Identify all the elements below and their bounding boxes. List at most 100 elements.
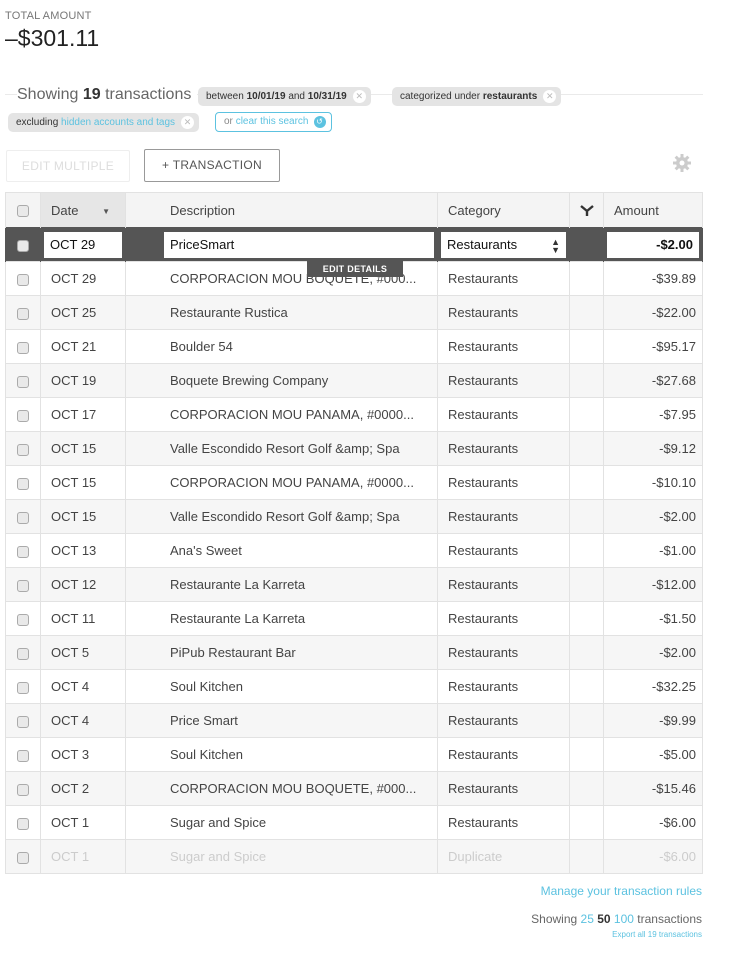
row-checkbox[interactable]: [5, 465, 41, 500]
table-row[interactable]: OCT 19 Boquete Brewing Company Restaurants…: [5, 363, 703, 398]
editing-row[interactable]: OCT 29 PriceSmart Restaurants ▲ ▼ -$2.00: [5, 227, 703, 262]
exclusion-chip[interactable]: excluding hidden accounts and tags ✕: [8, 113, 200, 132]
checkbox[interactable]: [17, 749, 29, 762]
edit-multiple-button[interactable]: EDIT MULTIPLE: [6, 150, 130, 182]
amount-column-header[interactable]: Amount: [603, 192, 703, 228]
table-row[interactable]: OCT 5 PiPub Restaurant Bar Restaurants -$2.…: [5, 635, 703, 670]
category-cell[interactable]: Restaurants: [437, 295, 570, 330]
row-checkbox[interactable]: [5, 839, 41, 874]
table-row[interactable]: OCT 15 Valle Escondido Resort Golf &amp; …: [5, 431, 703, 466]
table-row[interactable]: OCT 1 Sugar and Spice Restaurants -$6.00: [5, 805, 703, 840]
category-cell[interactable]: Restaurants: [437, 329, 570, 364]
amount-input[interactable]: -$2.00: [607, 231, 699, 258]
category-cell[interactable]: Restaurants: [437, 669, 570, 704]
checkbox[interactable]: [17, 273, 29, 286]
edit-details-tooltip[interactable]: EDIT DETAILS: [307, 261, 403, 277]
checkbox[interactable]: [17, 715, 29, 728]
category-cell[interactable]: Restaurants: [437, 499, 570, 534]
checkbox[interactable]: [17, 681, 29, 694]
date-edit-cell[interactable]: OCT 29: [40, 227, 126, 262]
export-link[interactable]: Export all 19 transactions: [612, 930, 702, 939]
table-row[interactable]: OCT 25 Restaurante Rustica Restaurants -$22…: [5, 295, 703, 330]
date-range-chip[interactable]: between 10/01/19 and 10/31/19 ✕: [198, 87, 371, 106]
checkbox[interactable]: [17, 443, 29, 456]
row-checkbox[interactable]: [5, 601, 41, 636]
add-transaction-button[interactable]: + TRANSACTION: [144, 149, 280, 182]
table-row[interactable]: OCT 15 Valle Escondido Resort Golf &amp; …: [5, 499, 703, 534]
category-cell[interactable]: Duplicate: [437, 839, 570, 874]
checkbox[interactable]: [17, 341, 29, 354]
category-cell[interactable]: Restaurants: [437, 601, 570, 636]
category-cell[interactable]: Restaurants: [437, 431, 570, 466]
description-edit-cell[interactable]: PriceSmart: [125, 227, 438, 262]
checkbox[interactable]: [17, 613, 29, 626]
clear-search-icon[interactable]: ↺: [313, 116, 326, 128]
select-all-checkbox[interactable]: [5, 192, 41, 228]
table-row[interactable]: OCT 29 CORPORACION MOU BOQUETE, #000... Re…: [5, 261, 703, 296]
category-column-header[interactable]: Category: [437, 192, 570, 228]
row-checkbox[interactable]: [5, 227, 41, 262]
table-row[interactable]: OCT 4 Price Smart Restaurants -$9.99: [5, 703, 703, 738]
row-checkbox[interactable]: [5, 635, 41, 670]
checkbox[interactable]: [17, 307, 29, 320]
split-column-header[interactable]: [569, 192, 604, 228]
date-input[interactable]: OCT 29: [44, 231, 122, 258]
table-row[interactable]: OCT 21 Boulder 54 Restaurants -$95.17: [5, 329, 703, 364]
row-checkbox[interactable]: [5, 431, 41, 466]
row-checkbox[interactable]: [5, 261, 41, 296]
checkbox[interactable]: [17, 375, 29, 388]
description-column-header[interactable]: Description: [125, 192, 438, 228]
row-checkbox[interactable]: [5, 499, 41, 534]
checkbox[interactable]: [17, 511, 29, 524]
row-checkbox[interactable]: [5, 567, 41, 602]
row-checkbox[interactable]: [5, 363, 41, 398]
table-row[interactable]: OCT 11 Restaurante La Karreta Restaurants -…: [5, 601, 703, 636]
category-cell[interactable]: Restaurants: [437, 771, 570, 806]
checkbox[interactable]: [17, 851, 29, 864]
table-row[interactable]: OCT 2 CORPORACION MOU BOQUETE, #000... Res…: [5, 771, 703, 806]
table-row[interactable]: OCT 15 CORPORACION MOU PANAMA, #0000... Re…: [5, 465, 703, 500]
checkbox[interactable]: [17, 647, 29, 660]
category-edit-cell[interactable]: Restaurants ▲ ▼: [437, 227, 570, 262]
category-cell[interactable]: Restaurants: [437, 567, 570, 602]
category-cell[interactable]: Restaurants: [437, 533, 570, 568]
remove-chip-icon[interactable]: ✕: [543, 90, 557, 103]
checkbox[interactable]: [17, 545, 29, 558]
row-checkbox[interactable]: [5, 805, 41, 840]
checkbox[interactable]: [17, 783, 29, 796]
clear-search-link[interactable]: clear this search: [235, 116, 309, 127]
checkbox[interactable]: [17, 579, 29, 592]
row-checkbox[interactable]: [5, 669, 41, 704]
table-row[interactable]: OCT 13 Ana's Sweet Restaurants -$1.00: [5, 533, 703, 568]
table-row[interactable]: OCT 4 Soul Kitchen Restaurants -$32.25: [5, 669, 703, 704]
table-row[interactable]: OCT 3 Soul Kitchen Restaurants -$5.00: [5, 737, 703, 772]
row-checkbox[interactable]: [5, 703, 41, 738]
row-checkbox[interactable]: [5, 771, 41, 806]
category-cell[interactable]: Restaurants: [437, 737, 570, 772]
row-checkbox[interactable]: [5, 533, 41, 568]
amount-edit-cell[interactable]: -$2.00: [603, 227, 703, 262]
category-select[interactable]: Restaurants ▲ ▼: [441, 231, 566, 258]
category-cell[interactable]: Restaurants: [437, 465, 570, 500]
remove-chip-icon[interactable]: ✕: [352, 90, 366, 103]
page-size-25[interactable]: 25: [580, 912, 594, 926]
category-cell[interactable]: Restaurants: [437, 397, 570, 432]
checkbox[interactable]: [17, 409, 29, 422]
category-cell[interactable]: Restaurants: [437, 363, 570, 398]
row-checkbox[interactable]: [5, 329, 41, 364]
checkbox[interactable]: [17, 817, 29, 830]
description-input[interactable]: PriceSmart: [164, 231, 434, 258]
clear-search-chip[interactable]: or clear this search ↺: [215, 112, 332, 132]
hidden-accounts-link[interactable]: hidden accounts and tags: [61, 117, 176, 128]
row-checkbox[interactable]: [5, 397, 41, 432]
table-row[interactable]: OCT 1 Sugar and Spice Duplicate -$6.00: [5, 839, 703, 874]
table-row[interactable]: OCT 17 CORPORACION MOU PANAMA, #0000... Re…: [5, 397, 703, 432]
category-cell[interactable]: Restaurants: [437, 261, 570, 296]
gear-icon[interactable]: [672, 153, 692, 173]
remove-chip-icon[interactable]: ✕: [181, 116, 195, 129]
manage-rules-link[interactable]: Manage your transaction rules: [540, 884, 702, 898]
row-checkbox[interactable]: [5, 295, 41, 330]
category-cell[interactable]: Restaurants: [437, 703, 570, 738]
checkbox[interactable]: [17, 477, 29, 490]
page-size-100[interactable]: 100: [613, 912, 634, 926]
